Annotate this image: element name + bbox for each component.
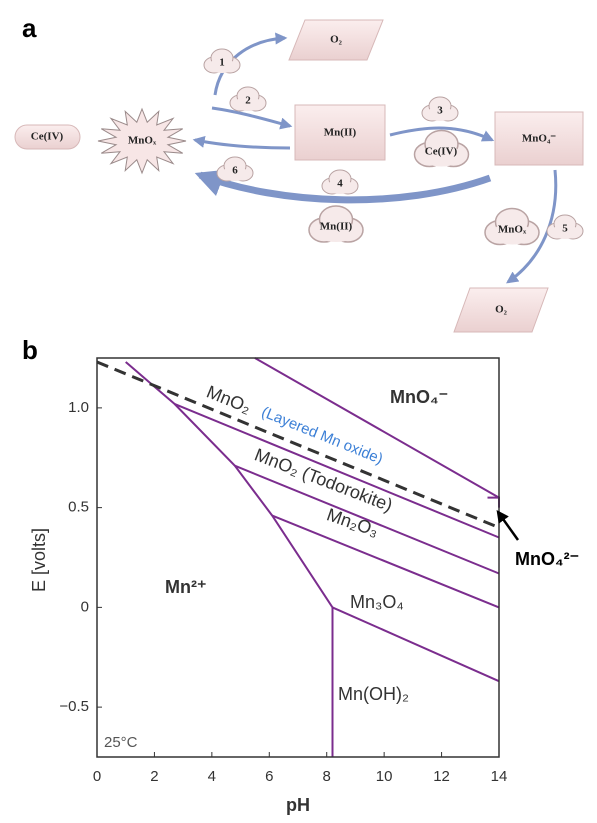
region-label: Mn²⁺: [165, 577, 206, 597]
x-tick-label: 8: [323, 768, 331, 785]
y-tick-label: 0: [81, 598, 89, 615]
node-label: MnOₓ: [128, 135, 157, 147]
panel-label: b: [22, 335, 38, 365]
step: 3: [437, 105, 443, 117]
arrow: [195, 140, 290, 148]
step: 6: [232, 165, 238, 177]
step: 2: [245, 95, 251, 107]
step: 1: [219, 57, 225, 69]
cloud-label: Ce(IV): [425, 146, 458, 158]
node-label: Mn(II): [324, 127, 357, 139]
region-label: MnO₄²⁻: [515, 549, 579, 569]
x-tick-label: 10: [376, 768, 393, 785]
region-label: Mn(OH)₂: [338, 684, 409, 704]
cloud-label: Mn(II): [320, 221, 353, 233]
node-label: O₂: [330, 34, 343, 46]
boundary-line: [333, 607, 500, 681]
node-label: Ce(IV): [31, 131, 64, 143]
x-axis-label: pH: [286, 795, 310, 815]
x-tick-label: 0: [93, 768, 101, 785]
pointer-arrow: [498, 512, 518, 540]
x-tick-label: 12: [433, 768, 450, 785]
figure: a Ce(IV) MnOₓ Mn(II) MnO₄⁻ O₂ O₂ 1 2 3 4…: [0, 0, 597, 823]
x-tick-label: 4: [208, 768, 216, 785]
region-label: Mn₂O₃: [324, 504, 381, 540]
node-label: MnO₄⁻: [522, 133, 556, 145]
step: 4: [337, 178, 343, 190]
region-label: MnO₄⁻: [390, 387, 448, 407]
node-label: O₂: [495, 304, 508, 316]
x-tick-label: 2: [150, 768, 158, 785]
y-tick-label: −0.5: [59, 698, 89, 715]
region-label: MnO₂: [204, 382, 254, 418]
boundary-line: [488, 498, 500, 508]
y-tick-label: 0.5: [68, 499, 89, 516]
x-tick-label: 6: [265, 768, 273, 785]
temperature: 25°C: [104, 734, 138, 751]
cloud-label: MnOₓ: [498, 224, 527, 236]
y-axis-label: E [volts]: [29, 528, 49, 592]
panel-label: a: [22, 13, 37, 43]
region-label: Mn₃O₄: [350, 592, 404, 612]
step: 5: [562, 223, 568, 235]
x-tick-label: 14: [491, 768, 508, 785]
y-tick-label: 1.0: [68, 399, 89, 416]
